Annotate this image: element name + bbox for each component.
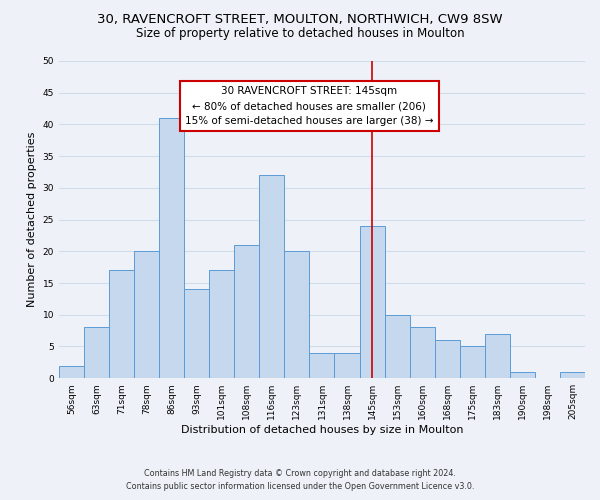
Bar bbox=[410, 328, 434, 378]
Bar bbox=[159, 118, 184, 378]
Bar bbox=[560, 372, 585, 378]
Bar bbox=[259, 175, 284, 378]
Bar bbox=[334, 353, 359, 378]
Bar bbox=[184, 290, 209, 378]
Bar bbox=[460, 346, 485, 378]
Text: Contains HM Land Registry data © Crown copyright and database right 2024.
Contai: Contains HM Land Registry data © Crown c… bbox=[126, 470, 474, 491]
Bar bbox=[385, 315, 410, 378]
Bar bbox=[234, 245, 259, 378]
Text: 30 RAVENCROFT STREET: 145sqm
← 80% of detached houses are smaller (206)
15% of s: 30 RAVENCROFT STREET: 145sqm ← 80% of de… bbox=[185, 86, 434, 126]
Bar bbox=[209, 270, 234, 378]
Bar bbox=[359, 226, 385, 378]
Bar bbox=[310, 353, 334, 378]
Bar bbox=[59, 366, 84, 378]
Y-axis label: Number of detached properties: Number of detached properties bbox=[27, 132, 37, 308]
Bar bbox=[284, 252, 310, 378]
X-axis label: Distribution of detached houses by size in Moulton: Distribution of detached houses by size … bbox=[181, 425, 463, 435]
Text: Size of property relative to detached houses in Moulton: Size of property relative to detached ho… bbox=[136, 28, 464, 40]
Text: 30, RAVENCROFT STREET, MOULTON, NORTHWICH, CW9 8SW: 30, RAVENCROFT STREET, MOULTON, NORTHWIC… bbox=[97, 12, 503, 26]
Bar bbox=[109, 270, 134, 378]
Bar bbox=[134, 252, 159, 378]
Bar bbox=[84, 328, 109, 378]
Bar bbox=[485, 334, 510, 378]
Bar bbox=[434, 340, 460, 378]
Bar bbox=[510, 372, 535, 378]
